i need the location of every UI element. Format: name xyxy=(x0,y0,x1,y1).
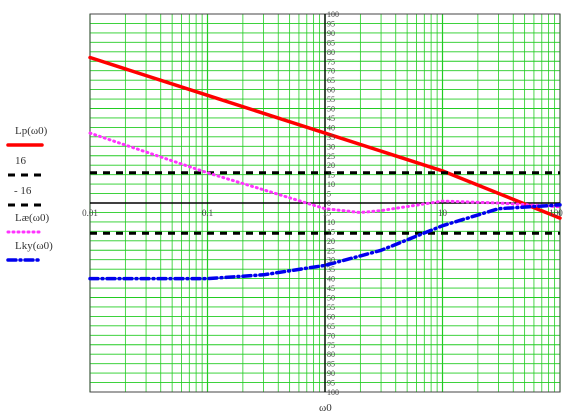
y-tick-label: 15 xyxy=(327,171,335,180)
y-tick-label: 60 xyxy=(327,312,335,321)
y-tick-label: 75 xyxy=(327,57,335,66)
y-tick-label: 5 xyxy=(327,190,331,199)
y-tick-label: 40 xyxy=(327,275,335,284)
y-tick-label: 70 xyxy=(327,67,335,76)
series-line xyxy=(88,203,562,281)
y-tick-label: 5 xyxy=(327,208,331,217)
y-tick-label: 80 xyxy=(327,350,335,359)
series-line xyxy=(88,55,562,220)
y-tick-label: 65 xyxy=(327,76,335,85)
y-tick-label: 10 xyxy=(327,218,335,227)
tick-labels: 1009590858075706560555045403530252015105… xyxy=(82,10,563,397)
y-tick-label: 70 xyxy=(327,331,335,340)
series-group xyxy=(88,55,562,281)
y-tick-label: 50 xyxy=(327,105,335,114)
y-tick-label: 75 xyxy=(327,341,335,350)
y-tick-label: 55 xyxy=(327,95,335,104)
y-tick-label: 25 xyxy=(327,152,335,161)
y-tick-label: 90 xyxy=(327,29,335,38)
legend-label: 16 xyxy=(15,155,26,167)
y-tick-label: 80 xyxy=(327,48,335,57)
x-tick-label: 0.01 xyxy=(82,208,98,218)
legend-label: Læ(ω0) xyxy=(15,212,50,224)
legend-label: - 16 xyxy=(14,185,32,197)
y-tick-label: 95 xyxy=(327,379,335,388)
legend-label: Lky(ω0) xyxy=(15,240,53,252)
y-tick-label: 100 xyxy=(327,10,339,19)
y-tick-label: 90 xyxy=(327,369,335,378)
y-tick-label: 0 xyxy=(327,199,331,208)
x-tick-label: 1 xyxy=(323,208,328,218)
legend-label: Lp(ω0) xyxy=(15,125,48,137)
legend-swatch xyxy=(8,173,42,177)
x-axis-label: ω0 xyxy=(319,402,332,414)
y-tick-label: 35 xyxy=(327,265,335,274)
y-tick-label: 45 xyxy=(327,114,335,123)
series-line xyxy=(88,131,562,214)
x-tick-label: 100 xyxy=(549,208,563,218)
y-tick-label: 65 xyxy=(327,322,335,331)
x-tick-label: 10 xyxy=(438,208,448,218)
y-tick-label: 30 xyxy=(327,142,335,151)
legend-swatch xyxy=(8,203,42,207)
legend-swatch xyxy=(6,230,44,234)
y-tick-label: 40 xyxy=(327,123,335,132)
y-tick-label: 10 xyxy=(327,180,335,189)
y-tick-label: 85 xyxy=(327,38,335,47)
y-tick-label: 20 xyxy=(327,161,335,170)
y-tick-label: 30 xyxy=(327,256,335,265)
y-tick-label: 45 xyxy=(327,284,335,293)
y-tick-label: 50 xyxy=(327,294,335,303)
axes xyxy=(89,13,561,393)
y-tick-label: 35 xyxy=(327,133,335,142)
legend-swatch xyxy=(6,258,44,262)
legend-swatch xyxy=(6,143,44,147)
y-tick-label: 20 xyxy=(327,237,335,246)
x-tick-label: 0.1 xyxy=(202,208,213,218)
y-tick-label: 100 xyxy=(327,388,339,397)
y-tick-label: 85 xyxy=(327,360,335,369)
y-tick-label: 95 xyxy=(327,19,335,28)
y-tick-label: 15 xyxy=(327,227,335,236)
y-tick-label: 55 xyxy=(327,303,335,312)
y-tick-label: 25 xyxy=(327,246,335,255)
y-tick-label: 60 xyxy=(327,86,335,95)
